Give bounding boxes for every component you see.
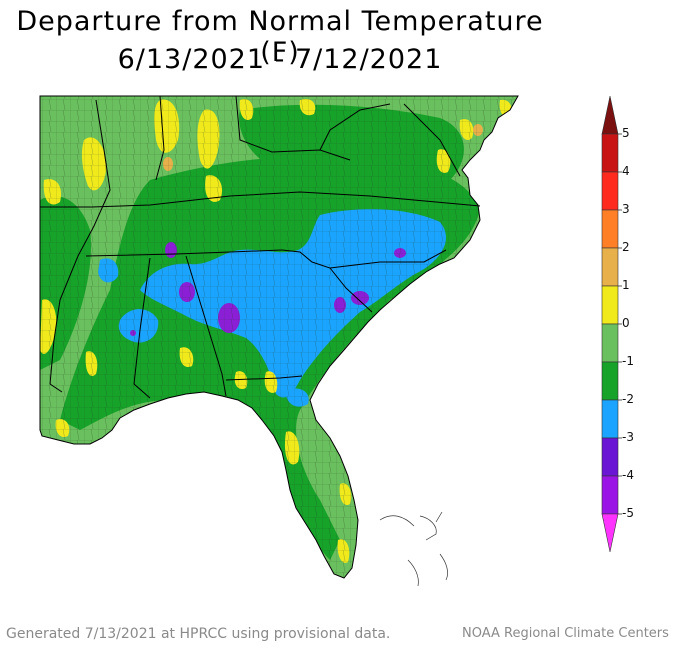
legend-label: -4 bbox=[622, 468, 634, 482]
legend-label: 1 bbox=[622, 278, 630, 292]
legend-label: 2 bbox=[622, 240, 630, 254]
map-date-range: 6/13/2021 - 7/12/2021 bbox=[117, 44, 443, 75]
island-outlines bbox=[379, 511, 448, 587]
legend-label: -2 bbox=[622, 392, 634, 406]
legend-label: 4 bbox=[622, 164, 630, 178]
legend-label: 0 bbox=[622, 316, 630, 330]
legend-label: -3 bbox=[622, 430, 634, 444]
legend-label: 5 bbox=[622, 126, 630, 140]
legend-label: -1 bbox=[622, 354, 634, 368]
footer-credit: NOAA Regional Climate Centers bbox=[462, 626, 669, 641]
legend-label: -5 bbox=[622, 506, 634, 520]
legend-label: 3 bbox=[622, 202, 630, 216]
map-title: Departure from Normal Temperature (F) bbox=[16, 6, 544, 68]
state-borders bbox=[40, 95, 481, 399]
footer-generated-note: Generated 7/13/2021 at HPRCC using provi… bbox=[6, 626, 391, 642]
legend-colorbar bbox=[601, 95, 619, 553]
legend-ticks bbox=[618, 133, 622, 515]
